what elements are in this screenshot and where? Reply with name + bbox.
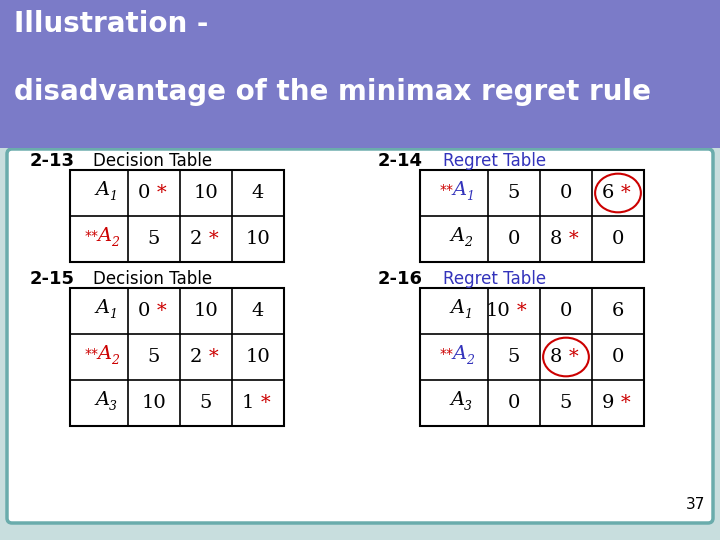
Text: A: A bbox=[97, 345, 111, 363]
Text: A: A bbox=[97, 227, 111, 245]
Text: 10: 10 bbox=[246, 230, 271, 248]
Text: Decision Table: Decision Table bbox=[93, 270, 212, 288]
Text: A: A bbox=[452, 345, 466, 363]
Text: disadvantage of the minimax regret rule: disadvantage of the minimax regret rule bbox=[14, 78, 651, 106]
Text: 5: 5 bbox=[148, 230, 160, 248]
Text: 10: 10 bbox=[246, 348, 271, 366]
Text: 5: 5 bbox=[560, 394, 572, 412]
Text: *: * bbox=[261, 394, 271, 412]
Bar bbox=[70, 170, 284, 262]
Text: 3: 3 bbox=[464, 401, 472, 414]
Text: *: * bbox=[209, 348, 219, 366]
Text: 8: 8 bbox=[549, 230, 562, 248]
Text: 0: 0 bbox=[560, 302, 572, 320]
Bar bbox=[420, 288, 644, 426]
Text: 5: 5 bbox=[508, 184, 520, 202]
Text: 3: 3 bbox=[109, 401, 117, 414]
Text: 2: 2 bbox=[466, 354, 474, 368]
Text: 1: 1 bbox=[109, 191, 117, 204]
Text: **: ** bbox=[85, 347, 99, 361]
Text: 0: 0 bbox=[560, 184, 572, 202]
Text: 4: 4 bbox=[252, 184, 264, 202]
Text: 0: 0 bbox=[138, 184, 150, 202]
Text: 4: 4 bbox=[252, 302, 264, 320]
Text: Regret Table: Regret Table bbox=[443, 270, 546, 288]
Text: A: A bbox=[95, 391, 109, 409]
Text: 1: 1 bbox=[109, 308, 117, 321]
Text: 5: 5 bbox=[508, 348, 520, 366]
Text: 2: 2 bbox=[464, 237, 472, 249]
Text: 5: 5 bbox=[200, 394, 212, 412]
Text: *: * bbox=[157, 302, 166, 320]
Text: 10: 10 bbox=[194, 184, 218, 202]
Text: 2-16: 2-16 bbox=[378, 270, 423, 288]
Text: A: A bbox=[95, 299, 109, 317]
Text: 2: 2 bbox=[189, 348, 202, 366]
Text: A: A bbox=[95, 181, 109, 199]
Text: 0: 0 bbox=[612, 230, 624, 248]
Text: 9: 9 bbox=[601, 394, 614, 412]
Text: A: A bbox=[450, 391, 464, 409]
Text: *: * bbox=[157, 184, 166, 202]
Text: Illustration -: Illustration - bbox=[14, 10, 208, 38]
Text: *: * bbox=[569, 230, 579, 248]
Text: A: A bbox=[450, 299, 464, 317]
Text: 0: 0 bbox=[138, 302, 150, 320]
Text: 37: 37 bbox=[685, 497, 705, 512]
Text: 2-13: 2-13 bbox=[30, 152, 75, 170]
Text: 2: 2 bbox=[189, 230, 202, 248]
Text: A: A bbox=[450, 227, 464, 245]
Text: 2: 2 bbox=[111, 237, 119, 249]
Text: A: A bbox=[452, 181, 466, 199]
Text: 5: 5 bbox=[148, 348, 160, 366]
Text: 10: 10 bbox=[485, 302, 510, 320]
Text: **: ** bbox=[85, 229, 99, 243]
Text: 1: 1 bbox=[242, 394, 254, 412]
Text: *: * bbox=[209, 230, 219, 248]
Text: 0: 0 bbox=[508, 230, 520, 248]
Text: 10: 10 bbox=[142, 394, 166, 412]
Text: 2-15: 2-15 bbox=[30, 270, 75, 288]
Text: 8: 8 bbox=[549, 348, 562, 366]
Text: 6: 6 bbox=[602, 184, 614, 202]
Bar bbox=[70, 288, 284, 426]
Bar bbox=[420, 170, 644, 262]
Text: **: ** bbox=[440, 347, 454, 361]
Text: 6: 6 bbox=[612, 302, 624, 320]
Text: 10: 10 bbox=[194, 302, 218, 320]
Text: *: * bbox=[621, 394, 631, 412]
Text: 1: 1 bbox=[464, 308, 472, 321]
Text: 2: 2 bbox=[111, 354, 119, 368]
Text: *: * bbox=[517, 302, 526, 320]
Text: Decision Table: Decision Table bbox=[93, 152, 212, 170]
Text: **: ** bbox=[440, 183, 454, 197]
Text: 0: 0 bbox=[508, 394, 520, 412]
Text: 1: 1 bbox=[466, 191, 474, 204]
Text: *: * bbox=[569, 348, 579, 366]
Bar bbox=[0, 0, 720, 148]
FancyBboxPatch shape bbox=[7, 149, 713, 523]
Text: Regret Table: Regret Table bbox=[443, 152, 546, 170]
Text: 2-14: 2-14 bbox=[378, 152, 423, 170]
Text: 0: 0 bbox=[612, 348, 624, 366]
Text: *: * bbox=[621, 184, 631, 202]
